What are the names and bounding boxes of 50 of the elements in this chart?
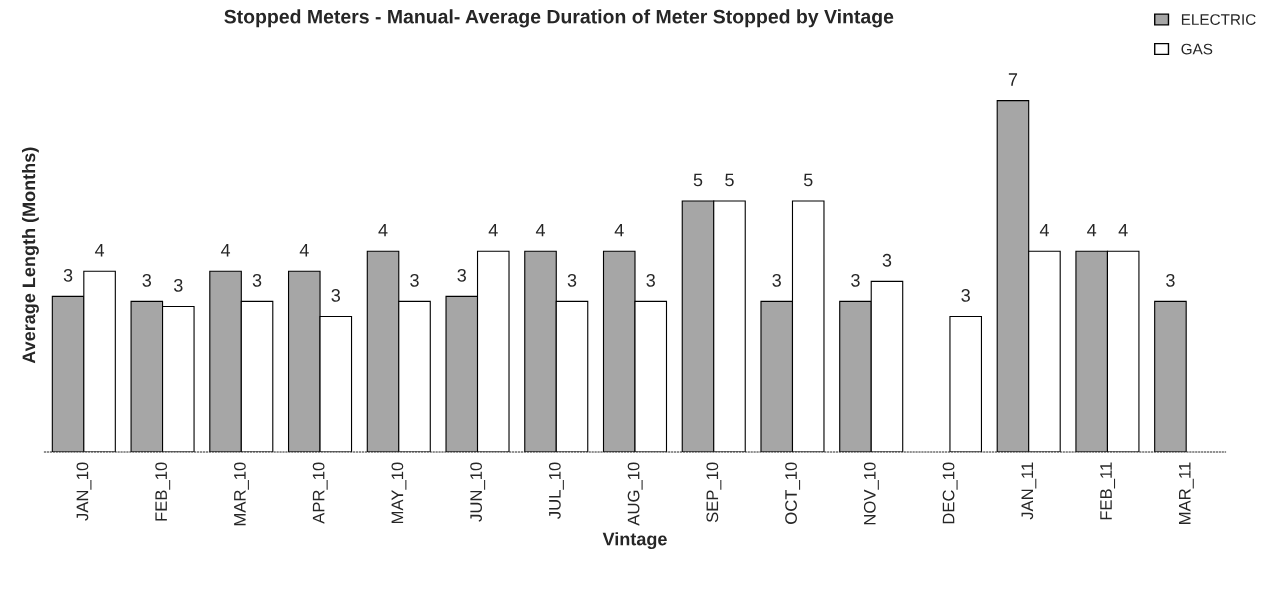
data-label: 5 [693,173,703,187]
x-tick-label: OCT_10 [785,462,801,524]
data-label: 3 [142,273,152,287]
data-label: 3 [646,273,655,287]
bar [1154,300,1187,453]
x-tick-label: JAN_10 [76,462,92,521]
data-label: 4 [488,223,498,237]
data-label: 3 [1166,273,1175,287]
data-label: 3 [173,278,183,292]
x-tick-label: DEC_10 [942,462,958,524]
x-tick-label: JUN_10 [470,462,486,522]
data-label: 3 [63,268,73,282]
legend-label: ELECTRIC [1181,14,1256,25]
x-tick-label: MAR_10 [233,462,249,526]
data-label: 3 [410,273,419,287]
data-label: 3 [961,289,970,302]
data-label: 3 [457,268,466,282]
data-label: 3 [772,273,781,287]
x-tick-label: AUG_10 [627,462,643,526]
legend-label: GAS [1181,43,1213,55]
data-label: 4 [614,223,624,237]
x-tick-label: JAN_11 [1021,462,1037,520]
data-label: 4 [1039,223,1049,237]
data-label: 4 [299,244,309,257]
x-tick-label: NOV_10 [863,462,879,525]
bar [949,315,983,453]
x-tick-label: MAR_11 [1179,462,1194,524]
y-axis-title: Average Length (Months) [21,147,39,364]
data-label: 5 [725,173,734,187]
x-tick-label: APR_10 [312,462,328,524]
data-label: 4 [1118,223,1128,237]
data-label: 4 [220,244,231,257]
x-axis-title: Vintage [602,532,667,550]
data-label: 4 [535,223,545,237]
x-tick-label: FEB_11 [1100,462,1116,520]
data-label: 5 [803,173,813,187]
data-label: 3 [567,273,577,287]
chart-title: Stopped Meters - Manual- Average Duration of Meter Stopped by Vintage [224,9,894,28]
data-label: 3 [882,253,892,267]
data-label: 4 [94,244,105,257]
data-label: 3 [252,273,262,287]
x-tick-label: JUL_10 [548,462,564,519]
data-label: 7 [1008,73,1018,86]
x-tick-label: MAY_10 [391,462,407,524]
data-label: 4 [1087,223,1097,237]
x-tick-label: SEP_10 [706,462,722,523]
x-tick-label: FEB_10 [155,462,171,521]
data-label: 4 [378,223,388,237]
data-label: 3 [851,273,860,287]
data-label: 3 [331,289,341,302]
